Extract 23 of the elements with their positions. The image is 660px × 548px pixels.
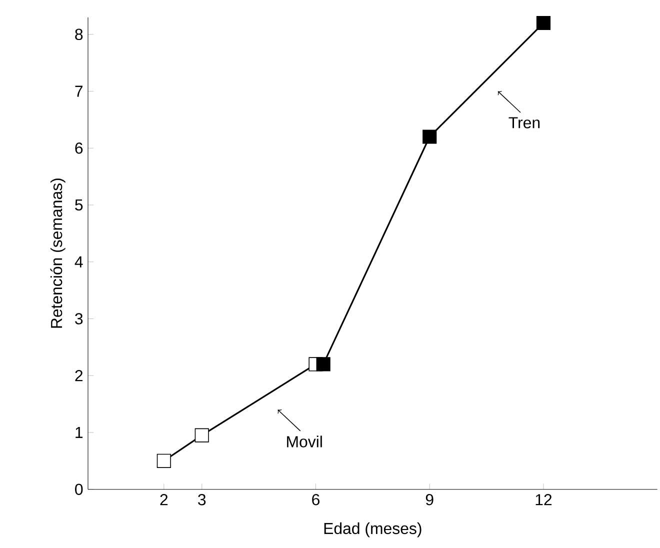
y-tick-label: 8 bbox=[75, 28, 83, 40]
point bbox=[156, 454, 171, 468]
x-tick-label: 12 bbox=[536, 494, 552, 506]
y-tick-label: 3 bbox=[75, 313, 83, 324]
point bbox=[422, 130, 437, 144]
x-tick-label: 2 bbox=[160, 494, 168, 506]
y-tick-label: 7 bbox=[75, 86, 83, 97]
x-tick-label: 6 bbox=[312, 494, 320, 506]
y-tick-label: 5 bbox=[75, 199, 83, 211]
point bbox=[194, 428, 209, 442]
annotation: Movil bbox=[287, 436, 322, 448]
y-tick-label: 1 bbox=[76, 426, 83, 438]
y-tick-label: 2 bbox=[75, 370, 83, 382]
y-axis-title: Retención (semanas) bbox=[50, 178, 66, 328]
point bbox=[536, 16, 551, 30]
y-tick-label: 6 bbox=[75, 142, 83, 154]
point bbox=[316, 357, 330, 372]
x-axis-title: Edad (meses) bbox=[324, 522, 422, 538]
x-tick-label: 9 bbox=[426, 494, 434, 506]
y-tick-label: 4 bbox=[74, 256, 83, 268]
x-tick-label: 3 bbox=[198, 494, 206, 506]
annotation: Tren bbox=[508, 117, 540, 128]
y-tick-label: 0 bbox=[75, 484, 83, 495]
